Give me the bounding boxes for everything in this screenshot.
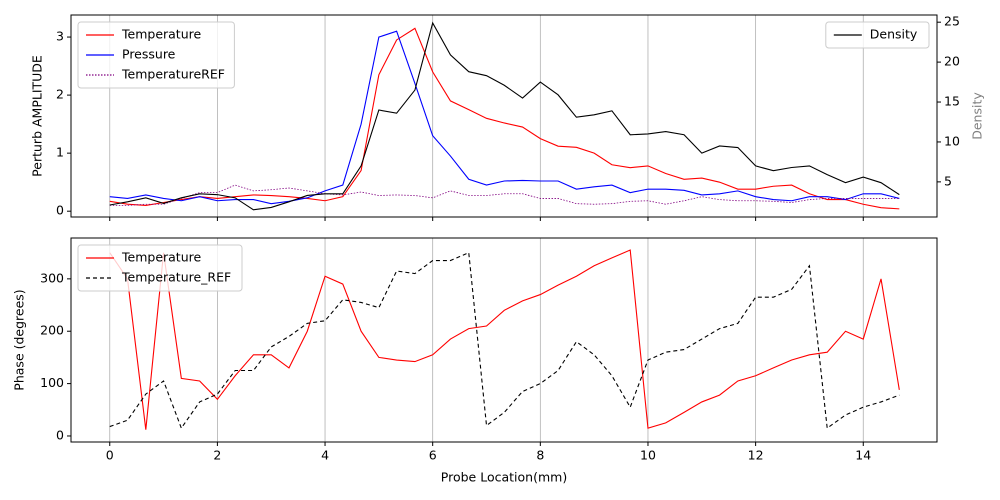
y2-tick-label: 20	[944, 54, 960, 69]
x-tick-label: 2	[213, 448, 221, 463]
legend-frame	[825, 21, 930, 49]
y2-tick-label: 5	[944, 173, 952, 188]
y-tick-label: 200	[40, 323, 64, 338]
x-tick-label: 4	[321, 448, 329, 463]
y-tick-label: 1	[56, 145, 64, 160]
x-tick-label: 8	[536, 448, 544, 463]
y-tick-label: 300	[40, 270, 64, 285]
x-tick-label: 12	[748, 448, 764, 463]
y-tick-label: 3	[56, 29, 64, 44]
y-axis-label: Perturb AMPLITUDE	[30, 55, 45, 177]
y-tick-label: 0	[56, 203, 64, 218]
legend-frame	[77, 21, 235, 89]
x-axis-label: Probe Location(mm)	[441, 470, 567, 485]
y-tick-label: 0	[56, 427, 64, 442]
series-line	[109, 184, 900, 206]
legend-frame	[77, 244, 243, 292]
legend: Temperature Temperature_REF	[77, 244, 243, 292]
y-tick-label: 2	[56, 87, 64, 102]
plot-frame	[70, 14, 938, 218]
x-tick-label: 0	[106, 448, 114, 463]
y-axis-label: Phase (degrees)	[12, 289, 27, 390]
legend-label: Density	[870, 27, 918, 42]
legend-label: TemperatureREF	[121, 67, 225, 82]
y2-tick-label: 15	[944, 94, 960, 109]
legend: Density	[825, 21, 930, 49]
y-tick-label: 100	[40, 375, 64, 390]
plot-frame	[70, 237, 938, 443]
series-line	[109, 21, 900, 211]
legend-label: Temperature	[121, 250, 201, 265]
legend-label: Pressure	[122, 47, 176, 62]
x-tick-label: 14	[855, 448, 871, 463]
series-line	[109, 249, 900, 430]
y2-tick-label: 10	[944, 133, 960, 148]
series-line	[109, 251, 900, 430]
y2-axis-label: Density	[970, 92, 985, 140]
series-line	[109, 30, 900, 205]
legend: Temperature Pressure TemperatureREF	[77, 21, 235, 89]
x-tick-label: 6	[429, 448, 437, 463]
x-tick-label: 10	[640, 448, 656, 463]
series-line	[109, 27, 900, 210]
y2-tick-label: 25	[944, 14, 960, 29]
legend-label: Temperature_REF	[121, 270, 231, 285]
legend-label: Temperature	[121, 27, 201, 42]
